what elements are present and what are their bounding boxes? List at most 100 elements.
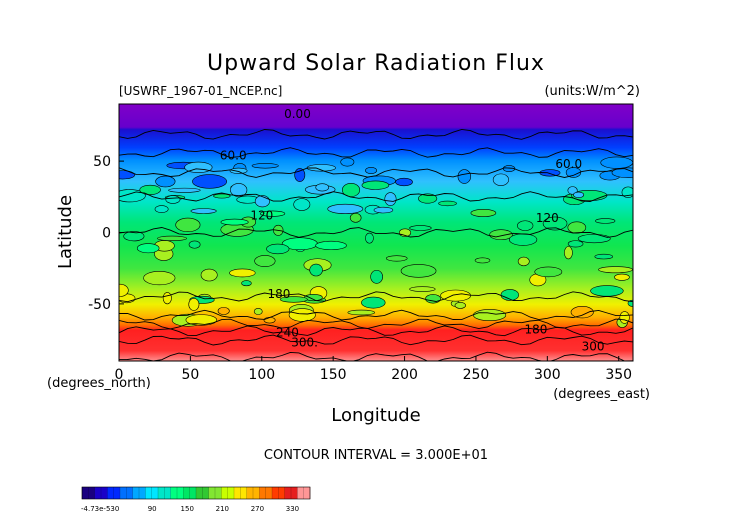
colorbar-swatch (234, 487, 247, 499)
field-patch (200, 268, 218, 282)
field-patch (251, 163, 279, 169)
field-patch (288, 308, 316, 322)
colorbar-swatch (246, 487, 260, 499)
field-patch (213, 193, 231, 199)
contour-line (119, 191, 633, 202)
contour-label: 60.0 (220, 148, 247, 162)
colorbar-tick-label: 210 (216, 505, 229, 513)
field-patch (425, 294, 441, 304)
contour-label: 240 (276, 325, 299, 339)
field-patch (361, 296, 386, 309)
field-patch (595, 218, 616, 224)
field-patch (564, 246, 573, 260)
field-patch (365, 166, 377, 175)
x-tick-label: 300 (534, 367, 561, 383)
field-patch (473, 309, 507, 322)
field-patch (123, 231, 145, 242)
colorbar-min-label: -4.73e-530 (81, 505, 119, 513)
field-patch (168, 187, 201, 193)
colorbar: 90 150 210 270 330 (81, 486, 311, 513)
field-patch (188, 240, 201, 249)
colorbar-tick-label: 270 (251, 505, 264, 513)
field-patch (188, 297, 200, 311)
field-patch (154, 205, 169, 213)
contour-line (119, 351, 633, 361)
field-patch (440, 289, 471, 302)
field-patch (474, 257, 491, 264)
field-patch (457, 169, 472, 184)
field-patch (293, 198, 311, 211)
field-patch (190, 208, 217, 214)
field-patch (259, 210, 286, 217)
contour-label: 60.0 (555, 157, 582, 171)
colorbar-frame (81, 486, 311, 500)
field-patch (365, 232, 374, 244)
colorbar-swatch (145, 487, 159, 499)
contour-label: 300 (582, 340, 605, 354)
colorbar-swatch (158, 487, 171, 499)
contour-line (119, 318, 633, 330)
colorbar-swatch (82, 487, 95, 499)
field-patch (241, 280, 252, 287)
colorbar-swatch (221, 487, 235, 499)
field-patch (217, 307, 230, 315)
field-patch (516, 220, 534, 231)
field-patch (254, 195, 270, 208)
field-patch (373, 206, 394, 214)
contour-line (119, 227, 633, 238)
field-patch (315, 183, 330, 192)
field-patch (229, 167, 248, 174)
field-patch (192, 174, 228, 189)
field-patch (534, 266, 563, 278)
colorbar-tick-label: 90 (148, 505, 157, 513)
file-label: [USWRF_1967-01_NCEP.nc] (119, 84, 282, 98)
chart-title: Upward Solar Radiation Flux (207, 51, 545, 76)
contour-label: 120 (536, 211, 559, 225)
x-tick-label: 50 (181, 367, 199, 383)
field-patch (340, 157, 355, 167)
field-patch (400, 264, 437, 278)
colorbar-tick-label: 330 (286, 505, 299, 513)
field-patch (573, 191, 585, 198)
y-axis-label: Latitude (55, 195, 76, 269)
field-patch (438, 200, 457, 207)
x-axis-label: Longitude (331, 405, 421, 426)
contour-line (119, 147, 633, 158)
colorbar-swatch (94, 487, 108, 499)
field-patch (294, 168, 306, 182)
contour-lines (119, 128, 633, 361)
field-patch (384, 192, 397, 206)
contour-line (119, 128, 633, 140)
field-patch (119, 283, 129, 297)
field-patch (470, 209, 497, 217)
field-patch (508, 233, 538, 246)
y-tick-label: 0 (102, 226, 111, 242)
field-patch (341, 183, 361, 197)
field-patch (489, 229, 513, 241)
x-tick-label: 350 (605, 367, 632, 383)
colorbar-swatch (183, 487, 197, 499)
field-patch (175, 217, 201, 233)
field-patch (619, 311, 630, 324)
field-patch (567, 221, 587, 234)
colorbar-swatch (208, 487, 222, 499)
colorbar-swatch (284, 487, 298, 499)
plot-area (119, 104, 633, 361)
y-tick-label: 50 (93, 154, 111, 170)
colorbar-tick-label: 150 (181, 505, 194, 513)
field-patch (162, 292, 172, 305)
field-patch (266, 243, 290, 255)
field-patch (309, 263, 323, 277)
y-tick-label: -50 (88, 297, 111, 313)
contour-line (119, 291, 633, 303)
colorbar-swatch (272, 487, 285, 499)
field-patch (598, 266, 633, 274)
field-patch (155, 175, 176, 188)
field-patch (119, 170, 136, 180)
field-patch (361, 180, 390, 190)
field-patch (263, 316, 276, 324)
contour-line (119, 334, 633, 346)
field-patch (570, 306, 594, 319)
